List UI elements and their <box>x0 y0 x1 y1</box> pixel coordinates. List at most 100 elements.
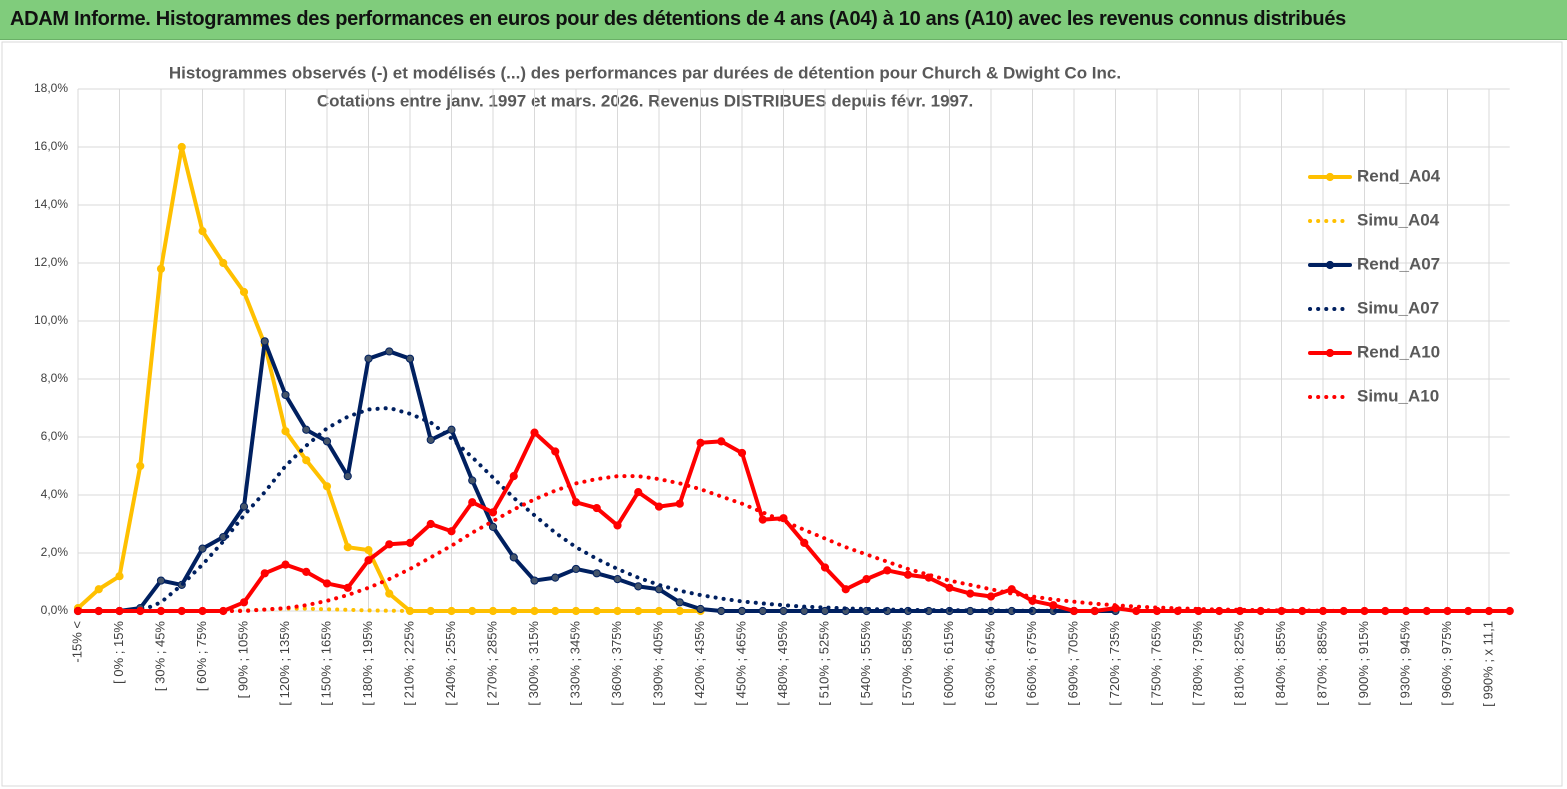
x-tick-label: [ 480% ; 495% <box>775 621 790 706</box>
x-tick-label: [ 810% ; 825% <box>1231 621 1246 706</box>
point-marker <box>758 606 767 616</box>
x-tick-label: [ 870% ; 885% <box>1314 621 1329 706</box>
point-marker <box>447 606 456 616</box>
point-marker <box>447 527 456 536</box>
point-marker <box>903 570 913 579</box>
point-marker <box>281 560 290 569</box>
point-marker <box>468 498 477 507</box>
legend-marker <box>1325 348 1335 358</box>
point-marker <box>198 544 207 553</box>
point-marker <box>385 589 394 598</box>
x-tick-label: [ 30% ; 45% <box>152 621 167 692</box>
x-tick-label: [ 900% ; 915% <box>1356 621 1371 706</box>
series-line <box>76 430 1512 613</box>
x-tick-label: [ 960% ; 975% <box>1439 621 1454 706</box>
y-tick-label: 18,0% <box>34 81 68 95</box>
x-tick-label: [ 180% ; 195% <box>360 621 375 706</box>
point-marker <box>136 461 145 471</box>
point-marker <box>592 503 601 513</box>
point-marker <box>530 428 539 437</box>
chart-subtitle: Cotations entre janv. 1997 et mars. 2026… <box>317 91 973 110</box>
point-marker <box>1090 606 1099 616</box>
point-marker <box>737 606 747 616</box>
point-marker <box>571 498 581 507</box>
point-marker <box>260 337 269 346</box>
x-tick-label: [ 690% ; 705% <box>1065 621 1080 706</box>
x-tick-label: [ 270% ; 285% <box>484 621 499 706</box>
point-marker <box>634 488 643 497</box>
x-tick-label: [ 510% ; 525% <box>816 621 831 706</box>
point-marker <box>488 522 498 531</box>
point-marker <box>820 563 830 572</box>
point-marker <box>883 566 892 575</box>
x-tick-label: [ 780% ; 795% <box>1190 621 1205 706</box>
y-tick-label: 2,0% <box>41 545 69 559</box>
x-tick-label: [ 420% ; 435% <box>692 621 707 706</box>
point-marker <box>1132 606 1141 616</box>
point-marker <box>426 435 435 444</box>
y-tick-label: 4,0% <box>41 487 69 501</box>
point-marker <box>488 508 498 517</box>
x-tick-label: [ 930% ; 945% <box>1397 621 1412 706</box>
y-tick-label: 16,0% <box>34 139 68 153</box>
point-marker <box>385 540 394 549</box>
point-marker <box>737 448 747 458</box>
x-tick-label: [ 360% ; 375% <box>609 621 624 706</box>
point-marker <box>198 227 207 236</box>
x-tick-label: [ 240% ; 255% <box>443 621 458 706</box>
point-marker <box>675 598 684 607</box>
x-tick-label: [ 150% ; 165% <box>318 621 333 706</box>
point-marker <box>696 604 705 614</box>
x-tick-label: [ 750% ; 765% <box>1148 621 1163 706</box>
legend-marker <box>1325 260 1335 270</box>
point-marker <box>800 538 809 547</box>
x-tick-label: [ 720% ; 735% <box>1107 621 1122 706</box>
x-tick-label: [ 300% ; 315% <box>526 621 541 706</box>
legend-label: Rend_A07 <box>1357 254 1440 273</box>
point-marker <box>675 606 684 616</box>
point-marker <box>343 583 352 592</box>
point-marker <box>364 546 373 555</box>
x-tick-label: [ 0% ; 15% <box>111 621 126 684</box>
point-marker <box>966 589 975 598</box>
point-marker <box>592 569 601 578</box>
x-tick-label: [ 540% ; 555% <box>858 621 873 706</box>
point-marker <box>530 606 539 616</box>
legend-label: Simu_A10 <box>1357 386 1439 405</box>
point-marker <box>1049 601 1058 610</box>
point-marker <box>426 519 435 529</box>
y-tick-label: 6,0% <box>41 429 69 443</box>
point-marker <box>239 502 249 511</box>
point-marker <box>322 437 332 446</box>
x-tick-label: -15% < <box>69 621 84 663</box>
point-marker <box>405 538 415 547</box>
point-marker <box>634 582 643 591</box>
point-marker <box>364 556 373 565</box>
x-tick-label: [ 570% ; 585% <box>899 621 914 706</box>
chart: Histogrammes observés (-) et modélisés (… <box>1 41 1563 787</box>
point-marker <box>613 575 622 584</box>
x-tick-label: [ 990% ; x 11,1 <box>1480 621 1495 707</box>
point-marker <box>945 583 954 592</box>
point-marker <box>488 606 498 616</box>
point-marker <box>592 606 601 616</box>
point-marker <box>219 258 228 268</box>
point-marker <box>571 564 581 574</box>
point-marker <box>654 606 664 616</box>
point-marker <box>260 569 269 578</box>
point-marker <box>986 592 996 601</box>
point-marker <box>426 606 435 616</box>
point-marker <box>509 553 518 562</box>
point-marker <box>530 576 539 585</box>
point-marker <box>509 606 518 616</box>
x-tick-label: [ 90% ; 105% <box>235 621 250 699</box>
header: ADAM Informe. Histogrammes des performan… <box>0 0 1567 40</box>
point-marker <box>302 425 311 434</box>
point-marker <box>862 575 871 584</box>
point-marker <box>571 606 581 616</box>
point-marker <box>1505 606 1514 616</box>
y-tick-label: 12,0% <box>34 255 68 269</box>
point-marker <box>654 502 664 511</box>
point-marker <box>156 576 166 585</box>
